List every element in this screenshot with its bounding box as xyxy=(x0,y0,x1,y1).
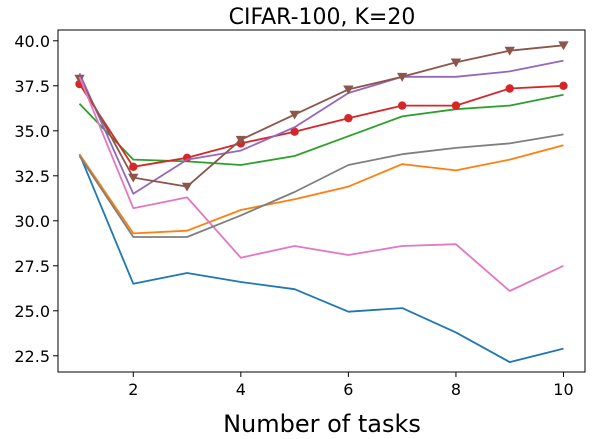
data-point xyxy=(558,41,569,51)
data-point xyxy=(504,46,515,56)
series-1 xyxy=(78,153,564,364)
y-tick-label: 35.0 xyxy=(14,122,50,141)
x-tick-label: 4 xyxy=(236,380,246,399)
x-tick-label: 8 xyxy=(451,380,461,399)
y-tick-label: 40.0 xyxy=(14,32,50,51)
x-tick-label: 10 xyxy=(553,380,573,399)
data-point xyxy=(290,127,299,136)
series-line xyxy=(78,83,564,168)
chart-title: CIFAR-100, K=20 xyxy=(229,5,416,30)
data-point xyxy=(289,110,300,120)
series-layer xyxy=(74,41,569,364)
y-tick-label: 22.5 xyxy=(14,347,50,366)
y-tick-label: 32.5 xyxy=(14,167,50,186)
x-tick-label: 2 xyxy=(128,380,138,399)
data-point xyxy=(235,135,247,145)
y-axis: 22.5 25.0 27.5 30.0 32.5 35.0 37.5 40.0 xyxy=(14,32,58,366)
series-4 xyxy=(75,79,568,171)
series-line xyxy=(78,76,564,292)
y-tick-label: 25.0 xyxy=(14,302,50,321)
data-point xyxy=(451,101,461,110)
series-line xyxy=(78,133,564,238)
series-6 xyxy=(74,41,569,192)
plot-frame xyxy=(57,29,586,373)
series-line xyxy=(78,153,564,364)
data-point xyxy=(129,162,138,171)
data-point xyxy=(128,173,139,183)
x-axis: 2 4 6 8 10 xyxy=(128,372,574,399)
data-point xyxy=(505,84,514,93)
series-7 xyxy=(78,76,564,292)
y-tick-label: 27.5 xyxy=(14,257,50,276)
data-point xyxy=(344,114,353,123)
series-line xyxy=(78,44,564,188)
series-2 xyxy=(78,144,564,235)
x-tick-label: 6 xyxy=(343,380,353,399)
data-point xyxy=(397,101,407,110)
data-point xyxy=(396,72,408,82)
y-tick-label: 37.5 xyxy=(14,77,50,96)
y-tick-label: 30.0 xyxy=(14,212,50,231)
series-line xyxy=(78,93,564,166)
series-8 xyxy=(78,133,564,238)
data-point xyxy=(450,58,462,68)
series-3 xyxy=(78,93,564,166)
data-point xyxy=(559,81,568,91)
data-point xyxy=(181,182,193,192)
series-5 xyxy=(78,59,564,195)
x-axis-label: Number of tasks xyxy=(223,410,421,438)
series-line xyxy=(78,144,564,235)
series-line xyxy=(78,59,564,195)
data-point xyxy=(343,85,354,95)
